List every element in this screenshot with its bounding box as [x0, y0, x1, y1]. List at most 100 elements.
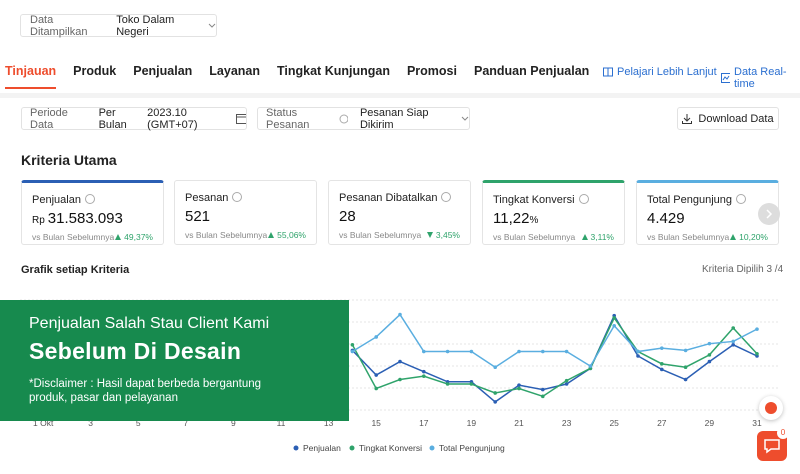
metric-name: Pesanan Dibatalkan [339, 192, 438, 204]
change-value: 3,11% [590, 232, 614, 242]
metric-suffix: % [529, 215, 539, 226]
selected-count: Kriteria Dipilih 3 /4 [702, 264, 784, 275]
data-point [588, 364, 593, 368]
data-point [660, 367, 664, 372]
button-text: Download Data [698, 112, 774, 125]
change-value: 55,06% [277, 230, 306, 240]
link-text: Pelajari Lebih Lanjut [617, 66, 717, 78]
data-point [422, 369, 426, 374]
x-tick-label: 11 [277, 418, 286, 428]
change-value: 10,20% [739, 232, 768, 242]
help-icon [232, 192, 243, 202]
data-point [612, 323, 616, 328]
metric-card: Pesanan 521 vs Bulan Sebelumnya 55,06% [174, 180, 317, 245]
x-tick-label: 17 [419, 418, 429, 428]
data-point [731, 339, 735, 344]
x-tick-label: 19 [467, 418, 477, 428]
assistant-button[interactable] [759, 396, 783, 420]
data-point [398, 359, 402, 364]
tab[interactable]: Promosi [406, 64, 457, 78]
help-icon [441, 192, 452, 202]
calendar-icon [236, 114, 246, 124]
learn-link[interactable]: Pelajari Lebih Lanjut [603, 66, 717, 78]
shop-filter[interactable]: Data Ditampilkan Toko Dalam Negeri [20, 13, 217, 38]
arrow-icon [766, 209, 773, 219]
realtime-link[interactable]: Data Real-time [721, 66, 800, 90]
data-point [422, 349, 426, 354]
metric-name: Total Pengunjung [647, 194, 733, 206]
metric-change: 3,11% [581, 232, 614, 242]
metric-value: 4.429 [647, 210, 685, 227]
x-tick-label: 31 [752, 418, 762, 428]
download-button[interactable]: Download Data [677, 107, 779, 130]
metric-title: Penjualan [32, 194, 95, 206]
data-point [445, 382, 450, 386]
metric-compare: vs Bulan Sebelumnya [493, 232, 576, 242]
status-value: Pesanan Siap Dikirim [359, 106, 429, 131]
data-point [374, 386, 379, 391]
change-arrow [115, 234, 122, 240]
data-point [398, 312, 402, 317]
x-tick-label: 13 [324, 418, 334, 428]
metric-number: 4.429 [647, 210, 685, 227]
data-point [636, 354, 640, 358]
series-line [352, 313, 758, 369]
data-point [660, 346, 664, 350]
metric-value: 11,22% [493, 210, 538, 227]
metric-compare: vs Bulan Sebelumnya [339, 230, 422, 240]
legend-swatch [293, 445, 299, 451]
status-filter[interactable]: Status Pesanan Pesanan Siap Dikirim [257, 106, 470, 131]
period-filter[interactable]: Periode Data Per Bulan 2023.10 (GMT+07) [21, 107, 247, 131]
assistant-icon [765, 402, 777, 414]
metric-change: 49,37% [115, 232, 153, 242]
series-line [351, 314, 758, 403]
tab[interactable]: Penjualan [133, 64, 193, 78]
x-tick-label: 1 Okt [33, 418, 54, 428]
tab[interactable]: Tinjauan [5, 64, 57, 89]
tab[interactable]: Produk [73, 64, 117, 78]
tab[interactable]: Layanan [209, 64, 260, 78]
banner-headline: Sebelum Di Desain [29, 338, 242, 364]
filter-value: Toko Dalam Negeri [116, 13, 175, 38]
metric-card: Penjualan Rp 31.583.093 vs Bulan Sebelumnya… [21, 180, 164, 245]
chart-icon [721, 73, 730, 83]
data-point [707, 341, 712, 346]
banner-title: Penjualan Salah Stau Client Kami [29, 315, 270, 332]
data-point [564, 378, 569, 383]
metric-number: 521 [185, 208, 211, 225]
data-point [755, 351, 759, 356]
next-button[interactable] [758, 203, 780, 225]
data-point [445, 349, 450, 354]
data-point [517, 383, 521, 387]
series-line [351, 316, 758, 398]
legend-label: Total Pengunjung [439, 443, 505, 453]
metric-title: Total Pengunjung [647, 194, 747, 206]
x-tick-label: 15 [371, 418, 381, 428]
metric-value: 521 [185, 208, 210, 225]
change-value: 49,37% [124, 232, 153, 242]
data-point [660, 362, 664, 366]
data-point [564, 349, 569, 354]
overlay-banner: Penjualan Salah Stau Client Kami Sebelum… [0, 300, 349, 421]
x-tick-label: 5 [136, 418, 141, 428]
change-arrow [581, 234, 588, 240]
metric-card: Pesanan Dibatalkan 28 vs Bulan Sebelumnya 3… [328, 180, 471, 245]
chat-badge: 0 [777, 427, 789, 439]
metric-title: Tingkat Konversi [493, 194, 589, 206]
tab[interactable]: Panduan Penjualan [473, 64, 590, 78]
data-point [731, 343, 735, 347]
metric-number: 11,22 [493, 210, 530, 227]
tab[interactable]: Tingkat Kunjungan [277, 64, 390, 78]
x-tick-label: 27 [657, 418, 667, 428]
chat-button[interactable]: 0 [757, 427, 789, 461]
data-point [469, 349, 474, 354]
data-point [541, 394, 545, 399]
metric-title: Pesanan Dibatalkan [339, 192, 452, 204]
data-point [517, 386, 521, 391]
metric-compare: vs Bulan Sebelumnya [647, 232, 730, 242]
change-arrow [426, 232, 433, 238]
metric-card: Tingkat Konversi 11,22% vs Bulan Sebelumny… [482, 180, 625, 245]
x-tick-label: 3 [88, 418, 93, 428]
